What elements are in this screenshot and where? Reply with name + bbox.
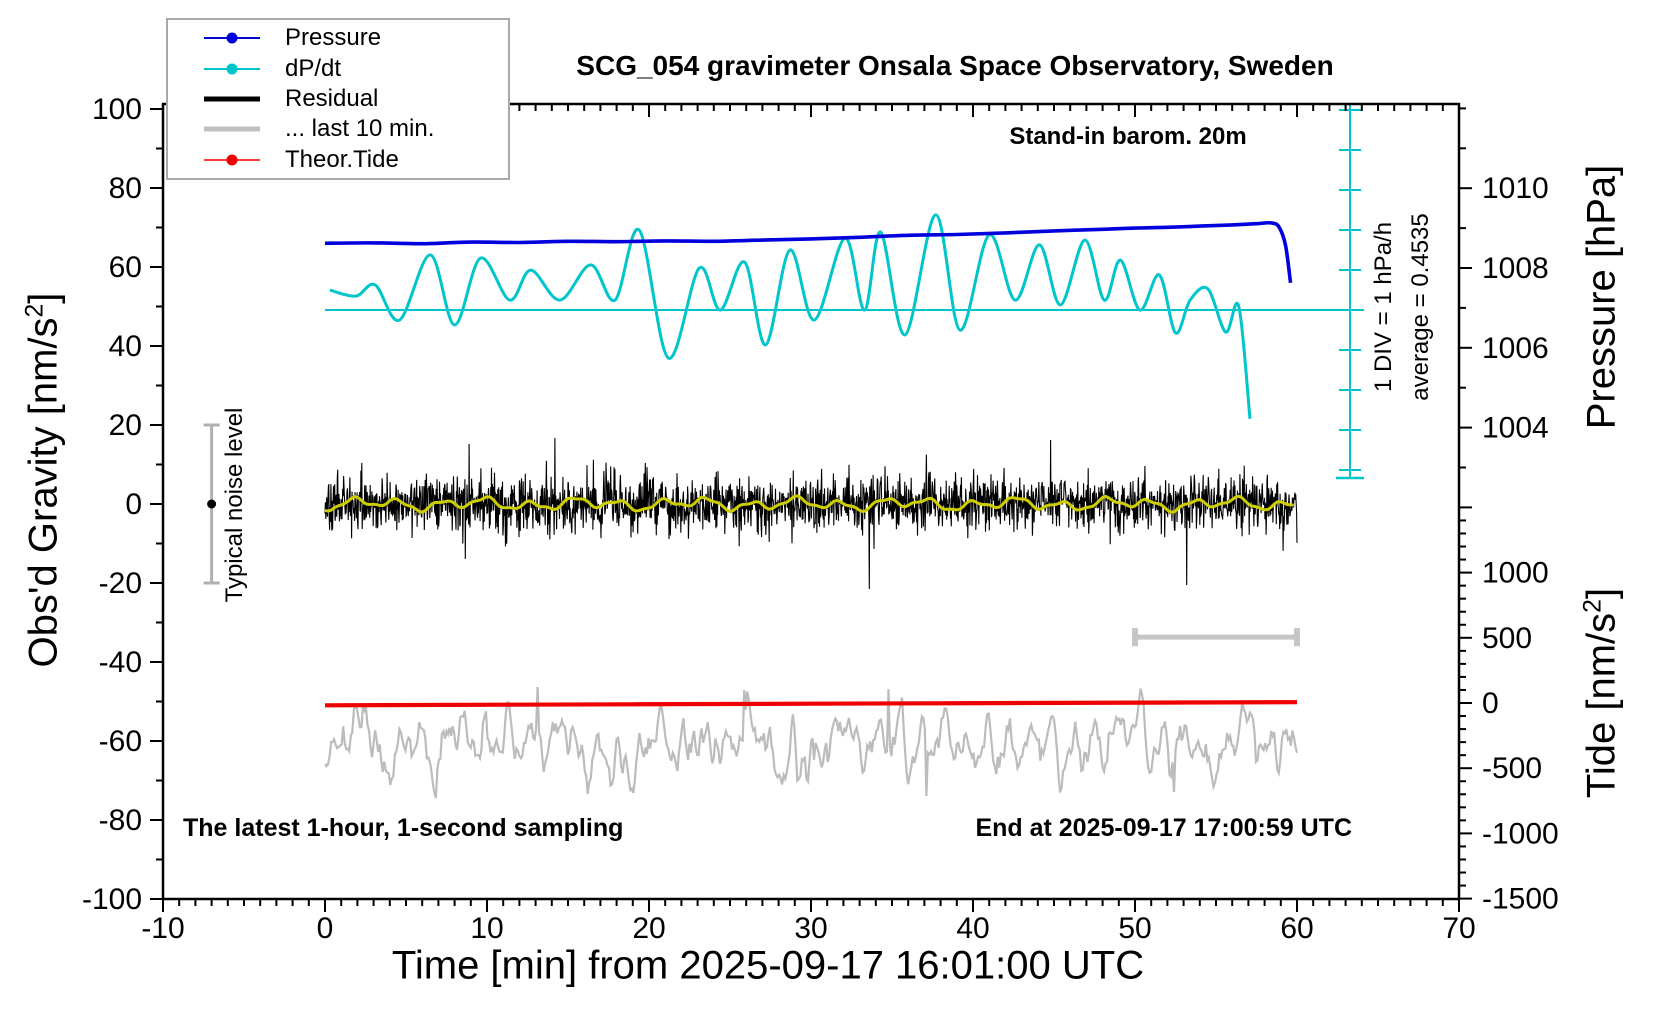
x-tick-label: 60 [1280,912,1313,945]
x-tick-label: 0 [317,912,334,945]
gravity-tick-label: 80 [109,172,142,205]
legend-label: dP/dt [285,54,342,82]
pressure-tick-label: 1006 [1482,332,1549,365]
residual-line-swatch [204,96,260,102]
tide-axis-title: Tide [nm/s2] [1579,588,1624,798]
legend-item-theortide: Theor.Tide [204,145,508,173]
gravity-tick-label: 40 [109,330,142,363]
plot-title: SCG_054 gravimeter Onsala Space Observat… [576,50,1334,81]
gravity-tick-label: -80 [99,804,142,837]
legend-label: Pressure [285,24,382,52]
pressure-line-dot-swatch [204,32,260,44]
tide-axis-title-close: ] [1579,587,1624,600]
gravity-axis-title-text: Obs'd Gravity [nm/s [21,317,66,668]
standin-barometer-note: Stand-in barom. 20m [1009,123,1247,150]
legend-label: Theor.Tide [285,145,399,173]
gravity-tick-label: -60 [99,725,142,758]
typical-noise-label: Typical noise level [221,407,248,603]
gravity-tick-label: 60 [109,251,142,284]
x-axis-title: Time [min] from 2025-09-17 16:01:00 UTC [391,943,1145,988]
theoretical-tide-curve [324,700,1298,708]
gravity-tick-label: 20 [109,409,142,442]
x-tick-label: 40 [956,912,989,945]
pressure-curve [324,220,1293,284]
tide-tick-label: -1000 [1482,817,1559,850]
dpdt-line-dot-swatch [204,63,260,75]
dpdt-curve [329,213,1252,420]
tide-tick-label: -1500 [1482,883,1559,916]
tide-tick-label: 500 [1482,622,1532,655]
pressure-tick-label: 1004 [1482,412,1549,445]
pressure-axis-title: Pressure [hPa] [1579,164,1624,430]
legend-label: Residual [285,84,379,112]
noise-bar-center-dot [207,499,217,509]
theortide-line-dot-swatch [204,154,260,166]
legend-item-last10: ... last 10 min. [204,115,508,143]
residual-trace [324,437,1298,590]
x-tick-label: -10 [141,912,184,945]
div-scale-note: 1 DIV = 1 hPa/h [1370,221,1397,393]
x-tick-label: 50 [1118,912,1151,945]
average-note: average = 0.4535 [1407,213,1434,401]
gravity-axis-title: Obs'd Gravity [nm/s2] [21,293,66,668]
legend-label: ... last 10 min. [285,115,435,143]
pressure-tick-label: 1010 [1482,172,1549,205]
gravity-tick-label: -40 [99,646,142,679]
x-tick-label: 20 [632,912,665,945]
x-tick-label: 30 [794,912,827,945]
gravity-axis-title-sup: 2 [21,303,49,318]
legend: Pressure dP/dt Residual ... last 10 min.… [166,18,510,180]
end-time-note: End at 2025-09-17 17:00:59 UTC [975,814,1352,842]
pressure-tick-label: 1008 [1482,252,1549,285]
last10-line-swatch [204,126,260,132]
gravity-tick-label: -100 [82,883,142,916]
legend-item-dpdt: dP/dt [204,54,508,82]
gravity-tick-label: 0 [125,488,142,521]
gravity-tick-label: 100 [92,93,142,126]
tide-axis-title-text: Tide [nm/s [1579,612,1624,799]
legend-item-pressure: Pressure [204,24,508,52]
last10-trace [324,686,1299,799]
gravity-tick-label: -20 [99,567,142,600]
tide-axis-title-sup: 2 [1579,599,1607,613]
tide-tick-label: 0 [1482,687,1499,720]
tide-tick-label: 1000 [1482,557,1549,590]
sampling-note: The latest 1-hour, 1-second sampling [183,814,624,842]
legend-item-residual: Residual [204,84,508,112]
x-tick-label: 10 [470,912,503,945]
x-tick-label: 70 [1442,912,1475,945]
gravity-axis-title-close: ] [21,292,66,304]
tide-tick-label: -500 [1482,752,1542,785]
residual-smoothed-line [324,494,1294,514]
